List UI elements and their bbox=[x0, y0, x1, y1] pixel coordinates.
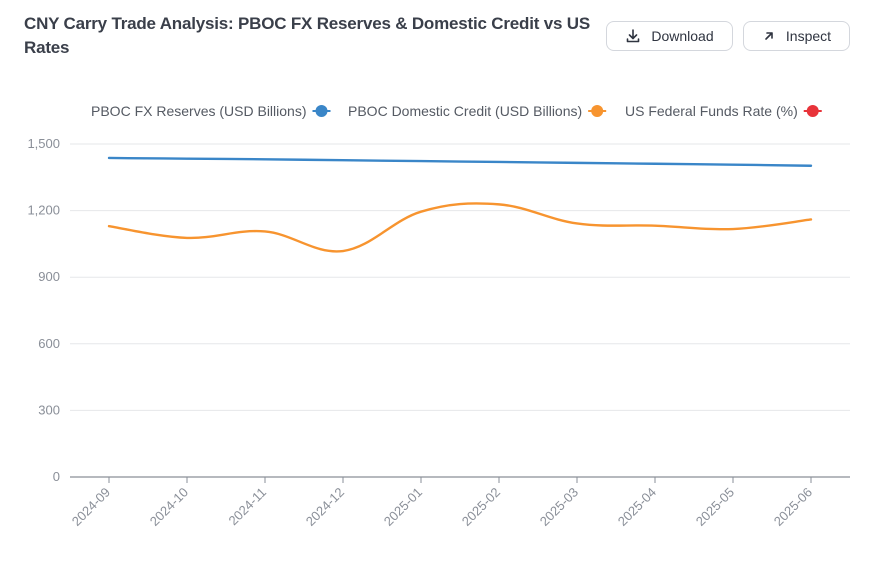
x-tick-label: 2025-02 bbox=[459, 485, 503, 529]
x-tick-label: 2024-10 bbox=[147, 485, 191, 529]
x-tick-label: 2025-06 bbox=[771, 485, 815, 529]
download-button[interactable]: Download bbox=[606, 21, 733, 51]
series-line-pboc-domestic-credit-usd-billions bbox=[107, 202, 813, 253]
legend-label: PBOC Domestic Credit (USD Billions) bbox=[348, 103, 582, 119]
inspect-label: Inspect bbox=[785, 28, 832, 44]
legend-label: PBOC FX Reserves (USD Billions) bbox=[91, 103, 307, 119]
download-icon bbox=[625, 28, 641, 44]
y-tick-label: 0 bbox=[53, 469, 60, 484]
grid-lines bbox=[70, 143, 850, 411]
x-tick-label: 2025-01 bbox=[381, 485, 425, 529]
legend-marker bbox=[806, 105, 819, 117]
page-title: CNY Carry Trade Analysis: PBOC FX Reserv… bbox=[24, 14, 590, 57]
legend-marker bbox=[315, 105, 328, 117]
series-line-pboc-fx-reserves-usd-billions bbox=[107, 156, 813, 167]
legend-marker bbox=[591, 105, 604, 117]
y-tick-label: 600 bbox=[38, 336, 60, 351]
x-tick-label: 2024-12 bbox=[303, 485, 347, 529]
y-axis-ticks: 0 300 600 900 1,200 1,500 bbox=[27, 136, 60, 484]
x-tick-label: 2025-04 bbox=[615, 485, 659, 529]
x-axis: 2024-09 2024-10 2024-11 2024-12 2025-01 2025-… bbox=[69, 476, 850, 529]
x-tick-label: 2025-05 bbox=[693, 485, 737, 529]
arrow-up-right-icon bbox=[762, 29, 776, 43]
series-lines bbox=[107, 156, 813, 253]
y-tick-label: 1,200 bbox=[27, 203, 60, 218]
legend-label: US Federal Funds Rate (%) bbox=[625, 103, 798, 119]
legend: PBOC FX Reserves (USD Billions) PBOC Dome… bbox=[91, 103, 822, 119]
inspect-button[interactable]: Inspect bbox=[743, 21, 850, 51]
x-tick-label: 2024-09 bbox=[69, 485, 113, 529]
download-label: Download bbox=[651, 28, 714, 44]
x-tick-label: 2025-03 bbox=[537, 485, 581, 529]
y-tick-label: 300 bbox=[38, 402, 60, 417]
y-tick-label: 1,500 bbox=[27, 136, 60, 151]
x-tick-label: 2024-11 bbox=[225, 485, 269, 529]
y-tick-label: 900 bbox=[38, 269, 60, 284]
